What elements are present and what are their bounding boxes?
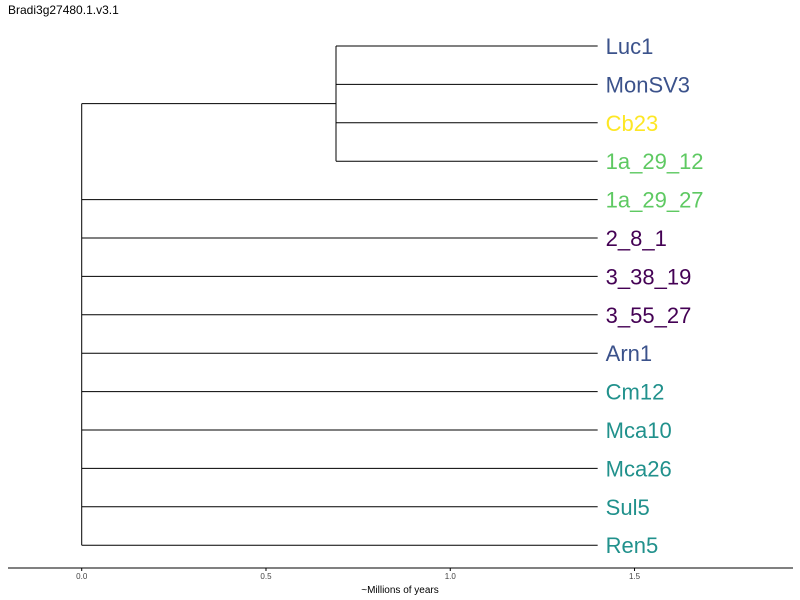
x-axis-title: ~Millions of years <box>361 585 439 596</box>
leaf-label: Ren5 <box>606 533 659 558</box>
leaf-label: 3_38_19 <box>606 264 692 289</box>
leaf-label: MonSV3 <box>606 72 690 97</box>
leaf-label: Cb23 <box>606 111 659 136</box>
leaf-label: 2_8_1 <box>606 226 667 251</box>
x-axis-tick-label: 0.0 <box>76 572 88 581</box>
leaf-label: Mca10 <box>606 418 672 443</box>
leaf-label: Mca26 <box>606 456 672 481</box>
x-axis-tick-label: 1.5 <box>629 572 641 581</box>
figure-title: Bradi3g27480.1.v3.1 <box>8 3 119 17</box>
x-axis-tick-label: 1.0 <box>445 572 457 581</box>
leaf-labels: Luc1 MonSV3 Cb23 1a_29_12 1a_29_27 2_8_1 3_38_… <box>606 34 704 558</box>
leaf-label: Sul5 <box>606 495 650 520</box>
x-axis-ticks: 0.0 0.5 1.0 1.5 <box>76 568 641 581</box>
leaf-label: Cm12 <box>606 380 665 405</box>
leaf-label: 1a_29_12 <box>606 149 704 174</box>
leaf-label: Luc1 <box>606 34 654 59</box>
tree-branches <box>81 45 598 546</box>
leaf-label: 1a_29_27 <box>606 188 704 213</box>
x-axis: 0.0 0.5 1.0 1.5 ~Millions of years <box>8 567 793 596</box>
x-axis-tick-label: 0.5 <box>260 572 272 581</box>
leaf-label: 3_55_27 <box>606 303 692 328</box>
leaf-label: Arn1 <box>606 341 652 366</box>
